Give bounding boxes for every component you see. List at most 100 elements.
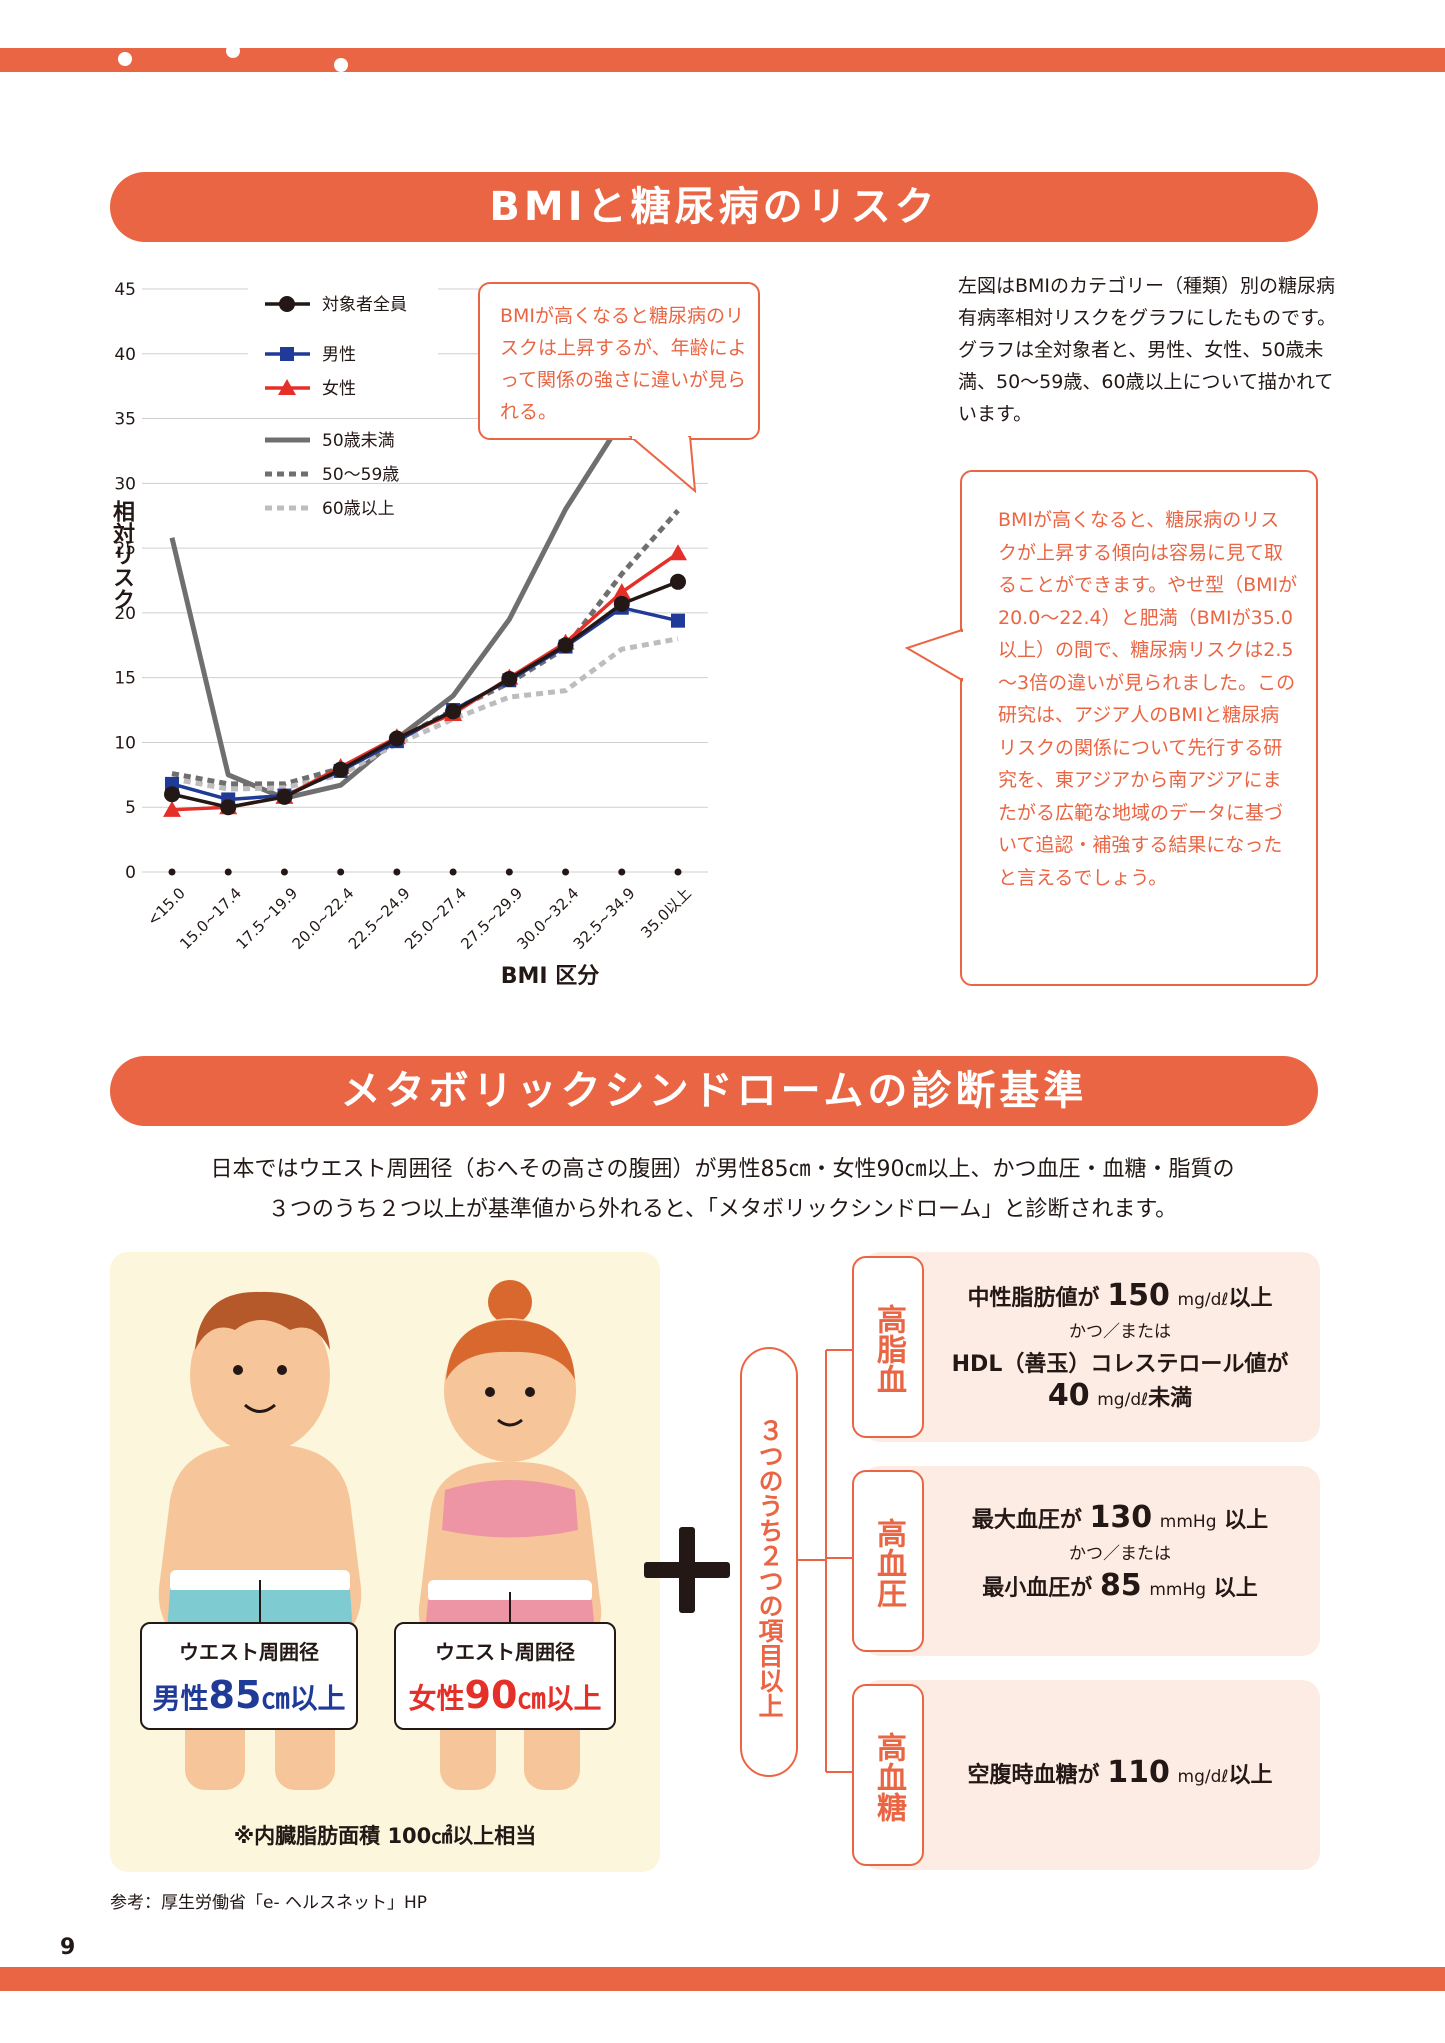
metabolic-intro: 日本ではウエスト周囲径（おへその高さの腹囲）が男性85㎝・女性90㎝以上、かつ血… xyxy=(110,1150,1335,1230)
plus-icon-vertical xyxy=(679,1527,695,1613)
data-point xyxy=(388,730,405,747)
legend-label: 50歳未満 xyxy=(322,431,395,451)
y-tick-label: 35 xyxy=(114,410,136,430)
x-tick-label: <15.0 xyxy=(144,884,189,929)
legend-marker xyxy=(279,296,295,312)
y-tick-label: 0 xyxy=(125,863,136,883)
criterion-lipid-text: 中性脂肪値が 150 mg/dℓ以上 かつ／または HDL（善玉）コレステロール… xyxy=(920,1278,1320,1413)
y-tick-label: 40 xyxy=(114,345,136,365)
bp-line2-pre: 最小血圧が xyxy=(982,1576,1093,1601)
data-point xyxy=(220,799,237,816)
y-tick-label: 10 xyxy=(114,733,136,753)
male-waist-box: ウエスト周囲径 男性85㎝以上 xyxy=(140,1622,358,1730)
criterion-lipid-tab-text: 高脂血 xyxy=(871,1304,906,1394)
series-line xyxy=(171,605,679,802)
lipid-or: かつ／または xyxy=(1069,1322,1171,1342)
y-tick-label: 25 xyxy=(114,539,136,559)
x-tick-mark xyxy=(337,868,345,876)
male-unit: ㎝以上 xyxy=(261,1682,346,1715)
lipid-line3-post: 未満 xyxy=(1148,1386,1193,1411)
data-point xyxy=(332,761,349,778)
x-tick-label: 32.5~34.9 xyxy=(570,884,639,952)
bp-line1-post: 以上 xyxy=(1216,1508,1269,1533)
data-point xyxy=(163,800,181,817)
data-point xyxy=(557,637,574,654)
bp-line1-unit: mmHg xyxy=(1159,1512,1217,1532)
x-tick-mark xyxy=(618,868,626,876)
glucose-line-1: 空腹時血糖が 110 mg/dℓ以上 xyxy=(920,1755,1320,1790)
callout-top-tail xyxy=(628,436,697,494)
criterion-lipid-box xyxy=(862,1252,1320,1442)
chart-x-axis-label: BMI 区分 xyxy=(500,964,600,989)
bp-line2-unit: mmHg xyxy=(1149,1580,1207,1600)
x-tick-mark xyxy=(280,868,288,876)
lipid-line-2: HDL（善玉）コレステロール値が xyxy=(951,1352,1289,1377)
female-waist-value: 女性90㎝以上 xyxy=(396,1673,614,1717)
callout-right-box xyxy=(960,470,1318,986)
x-tick-mark xyxy=(505,868,513,876)
x-tick-label: 35.0以上 xyxy=(637,884,695,942)
glucose-line1-unit: mg/dℓ xyxy=(1177,1767,1229,1787)
data-point xyxy=(613,595,630,612)
lipid-line-3: 40 mg/dℓ未満 xyxy=(920,1378,1320,1413)
x-tick-mark xyxy=(224,868,232,876)
data-point xyxy=(164,786,180,803)
female-unit: ㎝以上 xyxy=(517,1682,602,1715)
top-decor-bar xyxy=(0,44,1445,72)
lipid-line1-post: 以上 xyxy=(1228,1286,1273,1311)
criterion-lipid-tab: 高脂血 xyxy=(852,1256,924,1438)
criterion-bp-tab-text: 高血圧 xyxy=(871,1518,906,1608)
y-tick-label: 45 xyxy=(114,280,136,300)
bmi-risk-chart: 051015202530354045<15.015.0~17.417.5~19.… xyxy=(114,280,708,952)
bracket-connector xyxy=(798,1349,854,1773)
bp-line-1: 最大血圧が 130 mmHg 以上 xyxy=(920,1500,1320,1535)
male-waist-value: 男性85㎝以上 xyxy=(142,1673,356,1717)
x-tick-mark xyxy=(562,868,570,876)
lipid-line1-unit: mg/dℓ xyxy=(1177,1290,1229,1310)
lipid-line-1: 中性脂肪値が 150 mg/dℓ以上 xyxy=(920,1278,1320,1313)
data-point xyxy=(501,670,518,687)
section-title-metabolic: メタボリックシンドロームの診断基準 xyxy=(110,1056,1318,1126)
x-tick-mark xyxy=(168,868,176,876)
data-point xyxy=(612,583,631,600)
y-tick-label: 30 xyxy=(114,474,136,494)
lipid-line1-num: 150 xyxy=(1107,1278,1170,1313)
intro-line-1: 日本ではウエスト周囲径（おへその高さの腹囲）が男性85㎝・女性90㎝以上、かつ血… xyxy=(210,1157,1235,1182)
legend-marker xyxy=(278,379,296,395)
criterion-glucose-tab: 高血糖 xyxy=(852,1684,924,1866)
chart-description: 左図はBMIのカテゴリー（種類）別の糖尿病有病率相対リスクをグラフにしたものです… xyxy=(958,275,1337,425)
lipid-line1-pre: 中性脂肪値が xyxy=(967,1286,1100,1311)
legend-label: 60歳以上 xyxy=(322,499,395,519)
chart-y-axis-label: 相対リスク xyxy=(109,500,134,610)
lipid-line3-unit: mg/dℓ xyxy=(1097,1390,1149,1410)
criterion-bp-box xyxy=(862,1466,1320,1656)
data-point xyxy=(445,703,462,720)
x-tick-mark xyxy=(393,868,401,876)
section-title-bmi: BMIと糖尿病のリスク xyxy=(110,172,1318,242)
visceral-fat-note: ※内臓脂肪面積 100㎠以上相当 xyxy=(233,1824,537,1848)
lipid-line3-num: 40 xyxy=(1047,1378,1090,1413)
bp-line1-num: 130 xyxy=(1089,1500,1153,1535)
legend-background xyxy=(248,280,438,392)
decor-dot xyxy=(226,44,240,58)
data-point xyxy=(671,613,685,628)
bp-line2-post: 以上 xyxy=(1206,1576,1258,1601)
legend-label: 対象者全員 xyxy=(322,295,407,315)
female-waist-label: ウエスト周囲径 xyxy=(435,1640,575,1664)
two-of-three-label: ３つのうち２つの項目以上 xyxy=(755,1418,784,1718)
y-tick-label: 5 xyxy=(125,798,136,818)
legend-label: 男性 xyxy=(322,345,356,365)
series-line xyxy=(171,551,679,812)
male-cm: 85 xyxy=(208,1673,262,1717)
bp-line1-pre: 最大血圧が xyxy=(971,1508,1082,1533)
criterion-bp-text: 最大血圧が 130 mmHg 以上 かつ／または 最小血圧が 85 mmHg 以… xyxy=(920,1500,1320,1603)
male-sex: 男性 xyxy=(152,1682,209,1715)
x-tick-mark xyxy=(674,868,682,876)
glucose-line1-post: 以上 xyxy=(1228,1763,1273,1788)
glucose-line1-num: 110 xyxy=(1107,1755,1170,1790)
legend-label: 50～59歳 xyxy=(322,465,399,485)
female-cm: 90 xyxy=(464,1673,518,1717)
x-tick-mark xyxy=(449,868,457,876)
criterion-glucose-text: 空腹時血糖が 110 mg/dℓ以上 xyxy=(920,1755,1320,1790)
data-point xyxy=(670,573,686,590)
